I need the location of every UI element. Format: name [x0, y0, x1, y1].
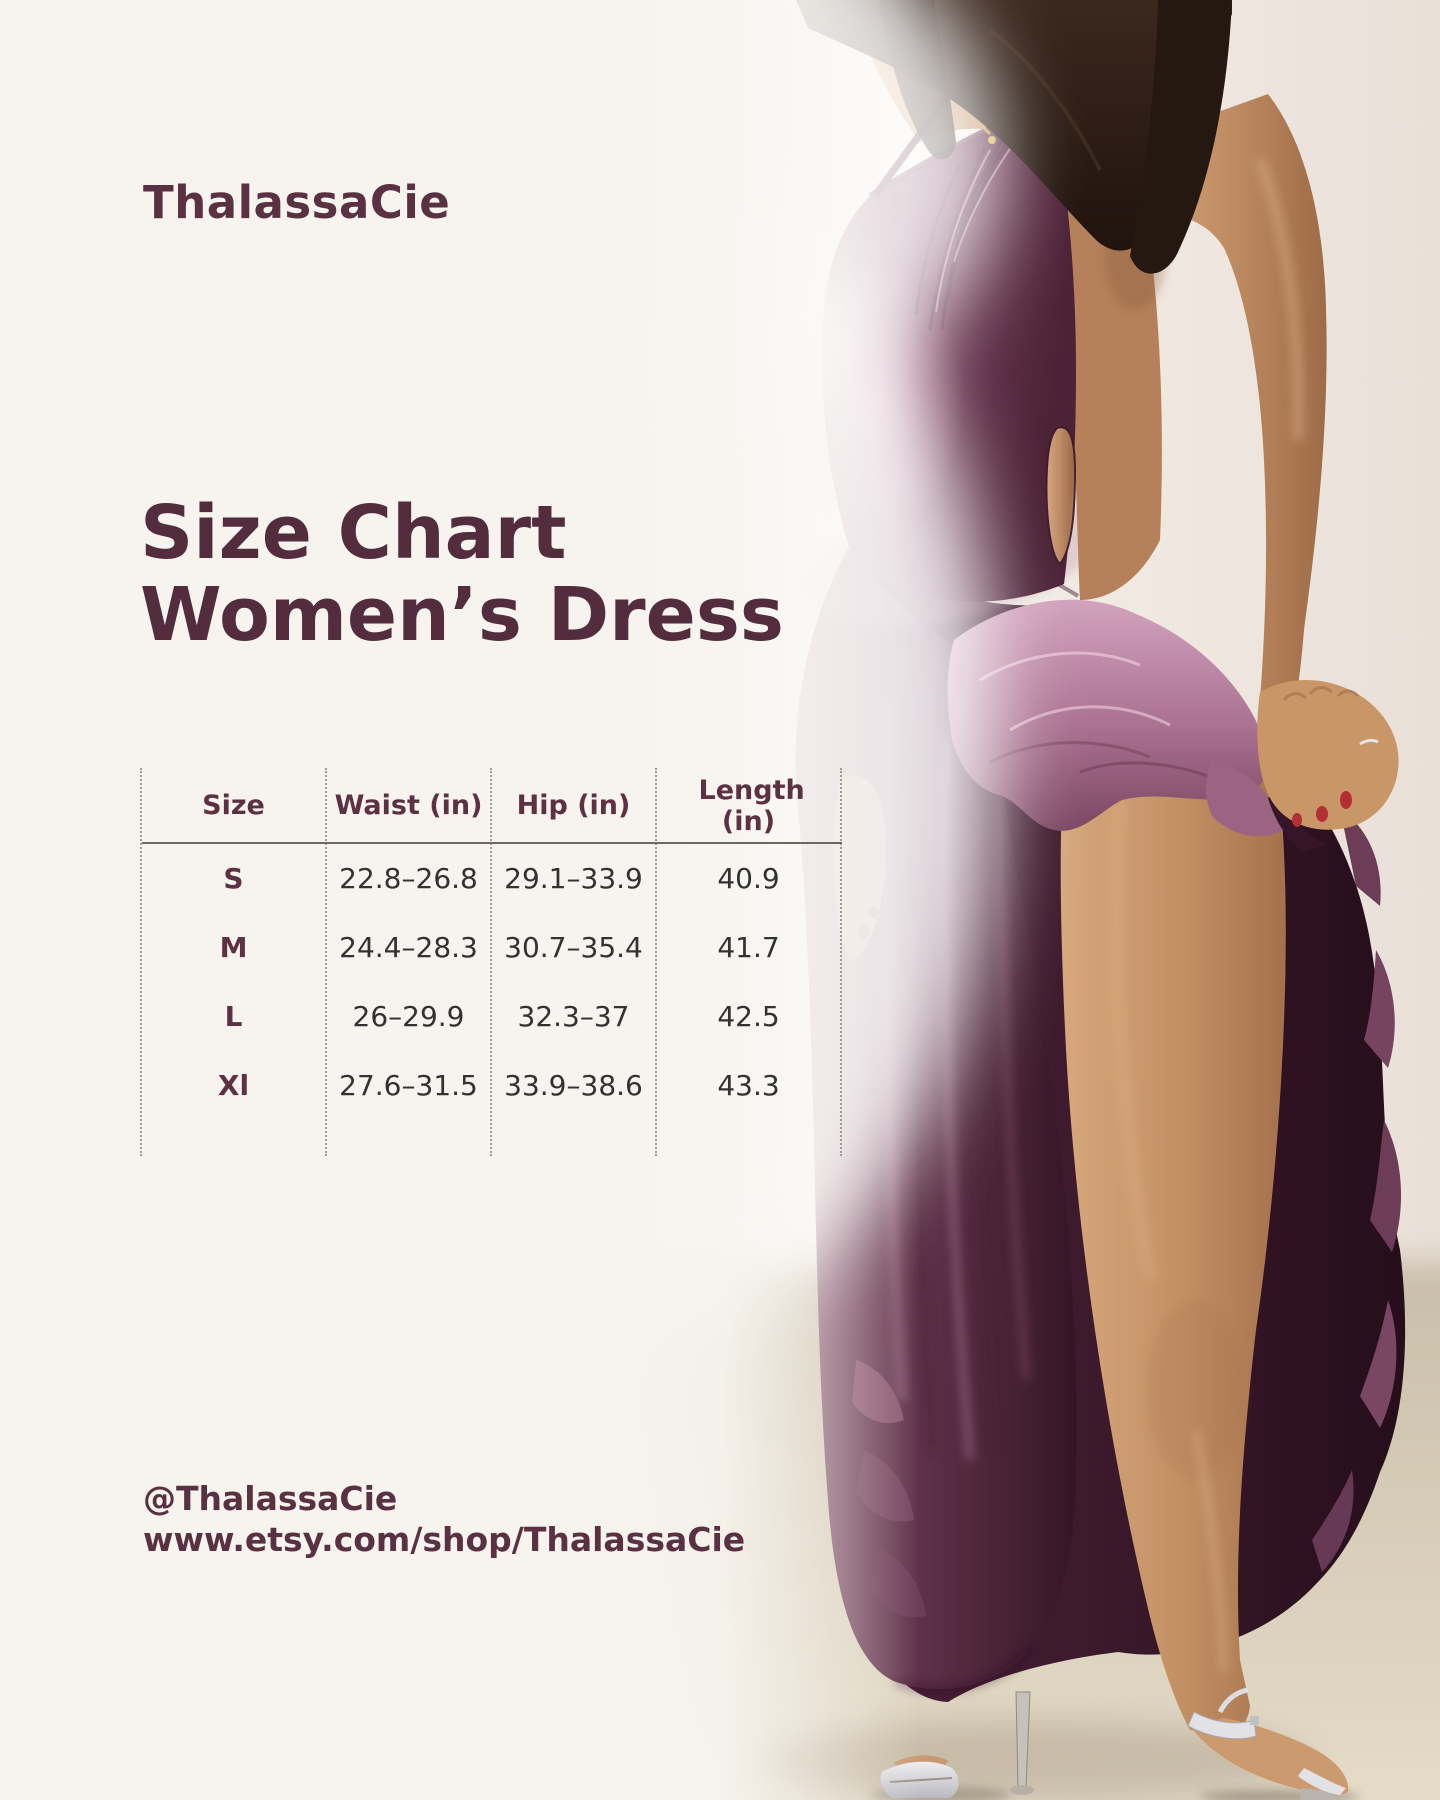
- column-length: Length (in) 40.9 41.7 42.5 43.3: [657, 768, 842, 1156]
- size-chart-table: Size S M L Xl Waist (in) 22.8–26.8 24.4–…: [140, 768, 842, 1156]
- red-nail: [1340, 791, 1352, 809]
- column-header-size: Size: [202, 790, 265, 822]
- header-divider-line: [142, 842, 842, 844]
- size-cell: L: [224, 1000, 243, 1033]
- length-cell: 43.3: [717, 1069, 780, 1102]
- waist-cell: 27.6–31.5: [339, 1069, 478, 1102]
- page-title-line2: Women’s Dress: [140, 572, 784, 658]
- silver-ring: [1359, 738, 1379, 746]
- length-cell: 42.5: [717, 1000, 780, 1033]
- photo-left-blend: [560, 0, 1000, 1800]
- column-header-length: Length (in): [698, 774, 805, 837]
- hip-cell: 33.9–38.6: [504, 1069, 643, 1102]
- column-waist: Waist (in) 22.8–26.8 24.4–28.3 26–29.9 2…: [327, 768, 492, 1156]
- exposed-leg: [1060, 726, 1286, 1736]
- size-cell: S: [223, 862, 244, 895]
- size-cell: Xl: [217, 1069, 250, 1102]
- length-cell: 40.9: [717, 862, 780, 895]
- hip-cell: 30.7–35.4: [504, 931, 643, 964]
- column-header-waist: Waist (in): [334, 790, 483, 822]
- column-hip: Hip (in) 29.1–33.9 30.7–35.4 32.3–37 33.…: [492, 768, 657, 1156]
- column-size: Size S M L Xl: [142, 768, 327, 1156]
- back-cutout: [1045, 426, 1077, 566]
- waist-cell: 26–29.9: [352, 1000, 465, 1033]
- front-heel-shoe: [1187, 1687, 1360, 1800]
- footer-social-handle: @ThalassaCie: [143, 1479, 398, 1518]
- page-title-line1: Size Chart: [140, 490, 567, 576]
- hip-cell: 29.1–33.9: [504, 862, 643, 895]
- waist-cell: 24.4–28.3: [339, 931, 478, 964]
- column-header-hip: Hip (in): [516, 790, 631, 822]
- size-cell: M: [219, 931, 248, 964]
- brand-logo-text: ThalassaCie: [143, 176, 451, 229]
- hip-cell: 32.3–37: [517, 1000, 630, 1033]
- footer: @ThalassaCie www.etsy.com/shop/ThalassaC…: [143, 1478, 863, 1560]
- product-photo: [560, 0, 1440, 1800]
- dress-photo-illustration: [560, 0, 1440, 1800]
- length-cell: 41.7: [717, 931, 780, 964]
- waist-cell: 22.8–26.8: [339, 862, 478, 895]
- page-title: Size Chart Women’s Dress: [140, 492, 900, 656]
- footer-shop-url: www.etsy.com/shop/ThalassaCie: [143, 1520, 746, 1559]
